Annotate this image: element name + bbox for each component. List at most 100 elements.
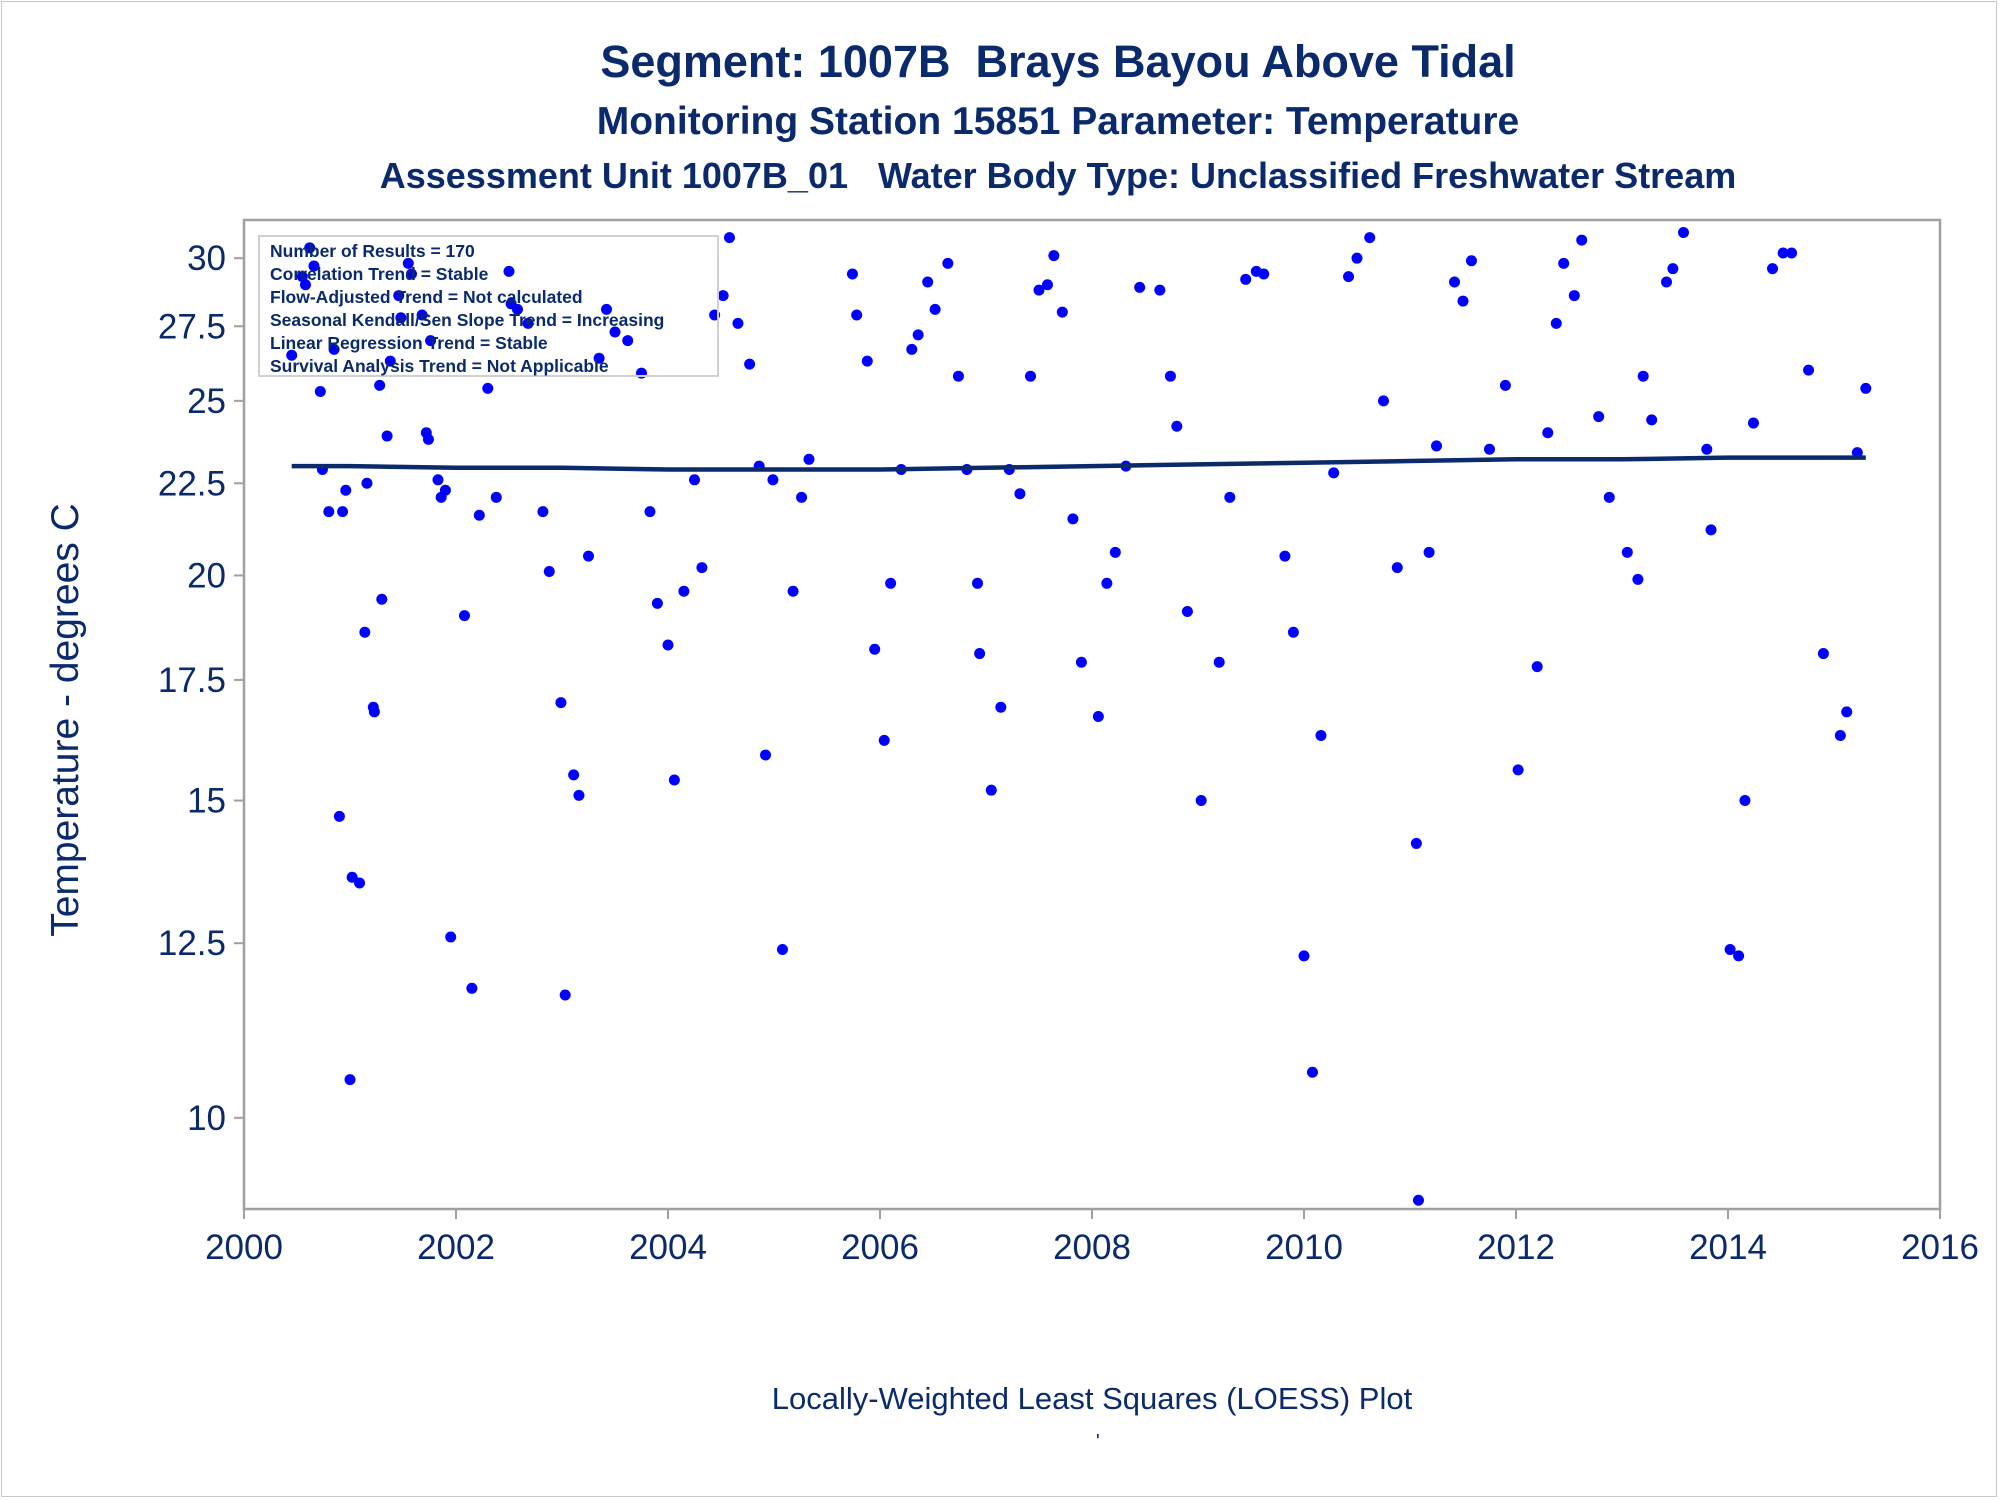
data-point — [885, 577, 897, 589]
data-point — [1164, 370, 1176, 382]
y-tick-label: 27.5 — [158, 307, 226, 346]
data-point — [878, 734, 890, 746]
data-point — [425, 335, 437, 347]
data-point — [543, 566, 555, 578]
data-point — [432, 474, 444, 486]
data-point — [573, 789, 585, 801]
data-point — [1637, 370, 1649, 382]
data-point — [1593, 411, 1605, 423]
data-point — [405, 268, 417, 280]
y-tick-label: 15 — [187, 782, 226, 821]
data-point — [1701, 443, 1713, 455]
x-tick-label: 2010 — [1265, 1228, 1343, 1267]
data-point — [1195, 795, 1207, 807]
data-point — [402, 257, 414, 269]
data-point — [846, 268, 858, 280]
data-point — [1677, 227, 1689, 239]
data-point — [1025, 370, 1037, 382]
data-point — [942, 257, 954, 269]
data-point — [1465, 255, 1477, 267]
data-point — [308, 260, 320, 272]
data-point — [760, 749, 772, 761]
data-point — [1258, 268, 1270, 280]
data-point — [1298, 950, 1310, 962]
data-point — [503, 265, 515, 277]
data-point — [337, 506, 349, 518]
data-point — [1343, 271, 1355, 283]
data-point — [1550, 317, 1562, 329]
data-point — [952, 370, 964, 382]
data-point — [723, 232, 735, 244]
data-point — [304, 242, 316, 254]
data-point — [1568, 290, 1580, 302]
data-point — [1364, 232, 1376, 244]
data-point — [776, 943, 788, 955]
legend-entry-correlation: Correlation Trend = Stable — [270, 264, 489, 284]
data-point — [869, 643, 881, 655]
data-point — [644, 506, 656, 518]
data-point — [1851, 447, 1863, 459]
data-point — [537, 506, 549, 518]
chart-subtitle: Monitoring Station 15851 Parameter: Temp… — [596, 100, 1520, 143]
data-point — [1621, 546, 1633, 558]
data-point — [1777, 247, 1789, 259]
data-point — [445, 931, 457, 943]
data-point — [361, 477, 373, 489]
data-point — [354, 877, 366, 889]
data-point — [522, 317, 534, 329]
data-point — [929, 303, 941, 315]
legend-entry-flow-adjusted: Flow-Adjusted Trend = Not calculated — [270, 287, 583, 307]
loess-line — [291, 455, 1866, 472]
data-point — [689, 474, 700, 486]
data-point — [985, 784, 997, 796]
data-point — [314, 386, 326, 398]
data-point — [1733, 950, 1745, 962]
data-point — [395, 312, 407, 324]
data-point — [1747, 417, 1759, 429]
data-point — [473, 509, 485, 521]
data-point — [1457, 295, 1469, 307]
data-point — [1860, 382, 1872, 394]
data-point — [1328, 467, 1340, 479]
legend-entry-seasonal-kendall: Seasonal Kendall/Sen Slope Trend = Incre… — [270, 310, 665, 330]
data-point — [466, 982, 478, 994]
data-point — [376, 593, 388, 605]
data-point — [1287, 626, 1299, 638]
data-point — [323, 506, 335, 518]
data-point — [1101, 577, 1113, 589]
data-point — [609, 326, 621, 338]
data-point — [490, 491, 502, 503]
data-point — [1412, 1194, 1424, 1206]
data-point — [328, 343, 340, 355]
data-point — [1315, 730, 1327, 742]
data-point — [803, 453, 815, 465]
data-point — [744, 358, 756, 370]
data-point — [1048, 250, 1060, 262]
y-tick-label: 22.5 — [158, 464, 226, 503]
data-point — [1841, 706, 1853, 718]
data-point — [1423, 546, 1435, 558]
data-point — [922, 276, 934, 288]
data-point — [286, 349, 298, 361]
data-point — [1092, 711, 1104, 723]
data-point — [344, 1074, 356, 1086]
data-point — [1661, 276, 1673, 288]
data-point — [1531, 661, 1543, 673]
data-point — [1041, 279, 1053, 291]
data-point — [593, 352, 605, 364]
data-point — [787, 585, 799, 597]
data-point — [1279, 550, 1291, 562]
data-point — [439, 484, 451, 496]
data-point — [651, 597, 663, 609]
data-point — [1306, 1066, 1318, 1078]
data-point — [1558, 257, 1570, 269]
data-point — [796, 491, 808, 503]
data-point — [359, 626, 371, 638]
data-point — [1499, 379, 1511, 391]
legend-entry-survival: Survival Analysis Trend = Not Applicable — [270, 356, 609, 376]
data-point — [861, 355, 873, 367]
data-point — [559, 989, 571, 1001]
legend-entry-linear-regression: Linear Regression Trend = Stable — [270, 333, 548, 353]
data-point — [1391, 562, 1403, 574]
